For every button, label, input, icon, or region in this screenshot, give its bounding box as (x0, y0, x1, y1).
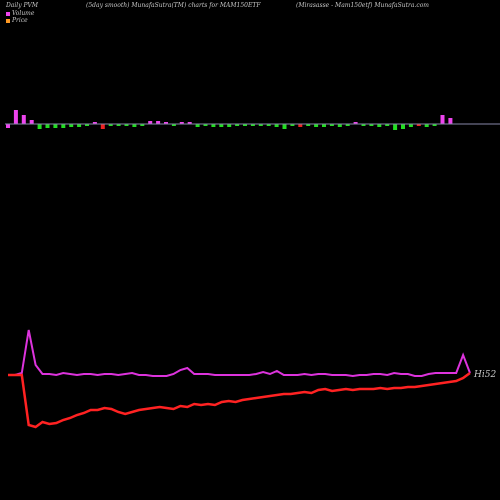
volume-bar (100, 124, 105, 129)
volume-bar (235, 124, 240, 126)
volume-bar (69, 124, 74, 127)
volume-bar (377, 124, 382, 127)
volume-bar (448, 118, 453, 124)
last-price-label: Hi52 (473, 370, 496, 380)
volume-bar (77, 124, 82, 127)
volume-bar (124, 124, 129, 126)
volume-bar (306, 124, 311, 126)
volume-bar (353, 122, 358, 124)
legend-price: Price (6, 17, 28, 24)
volume-bar (187, 122, 192, 124)
volume-bar (250, 124, 255, 126)
volume-bar (298, 124, 303, 127)
volume-bar (282, 124, 287, 129)
volume-bar (85, 124, 89, 126)
volume-bar (156, 121, 161, 124)
volume-bar (274, 124, 279, 127)
volume-bar (164, 122, 168, 124)
volume-bar (6, 124, 10, 128)
volume-bar (243, 124, 247, 126)
volume-bar (132, 124, 137, 127)
volume-bar (322, 124, 326, 127)
volume-bar (258, 124, 263, 126)
volume-bar (432, 124, 437, 126)
volume-bar (345, 124, 350, 126)
legend-price-label: Price (12, 17, 28, 24)
volume-bar (361, 124, 366, 126)
volume-bar (179, 122, 184, 124)
volume-bar (211, 124, 216, 127)
volume-bar (385, 124, 390, 126)
volume-bar (148, 121, 153, 124)
volume-bars (6, 110, 453, 130)
volume-bar (108, 124, 113, 126)
legend-volume-swatch (6, 11, 10, 16)
chart-title: (5day smooth) MunafaSutra(TM) charts for… (86, 2, 261, 9)
volume-bar (440, 115, 445, 124)
volume-bar (195, 124, 200, 127)
series-line-price (8, 371, 471, 429)
volume-bar (29, 120, 34, 124)
volume-bar (227, 124, 232, 127)
legend-price-swatch (6, 18, 10, 23)
legend-volume: Volume (6, 10, 34, 17)
volume-bar (140, 124, 145, 126)
volume-bar (314, 124, 319, 127)
volume-bar (171, 124, 176, 126)
volume-bar (408, 124, 413, 127)
volume-bar (337, 124, 342, 127)
volume-bar (203, 124, 208, 126)
volume-bar (13, 110, 18, 124)
volume-bar (393, 124, 398, 130)
volume-bar (416, 124, 421, 126)
volume-bar (92, 122, 97, 124)
volume-bar (369, 124, 374, 126)
header-right: (Mirasasse - Mam150etf) MunafaSutra.com (296, 2, 429, 9)
volume-bar (45, 124, 50, 128)
volume-bar (401, 124, 405, 129)
volume-bar (219, 124, 224, 127)
volume-bar (53, 124, 58, 128)
volume-bar (290, 124, 295, 126)
volume-bar (424, 124, 429, 127)
volume-bar (61, 124, 66, 128)
volume-bar (116, 124, 121, 126)
volume-bar (266, 124, 271, 126)
legend-volume-label: Volume (12, 10, 35, 17)
volume-bar (329, 124, 334, 126)
series-line-vwap (8, 329, 471, 378)
volume-bar (37, 124, 42, 129)
volume-bar (21, 115, 26, 124)
header-left: Daily PVM (6, 2, 39, 9)
